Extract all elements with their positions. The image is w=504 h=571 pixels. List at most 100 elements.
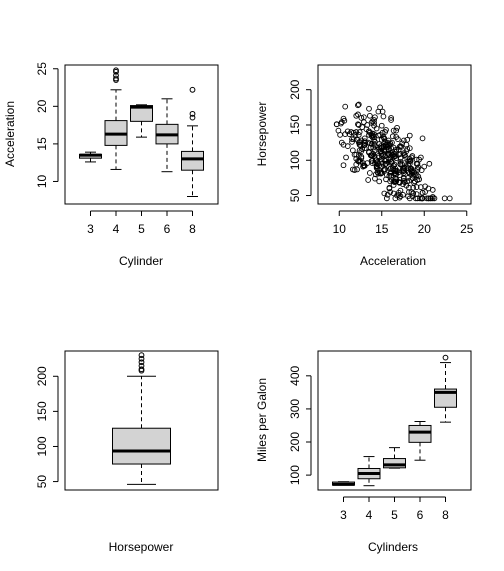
boxplot-marks (332, 354, 457, 487)
scatter-point (384, 191, 391, 198)
scatter-point (377, 104, 383, 111)
x-axis-label: Acceleration (360, 254, 426, 268)
scatter-point (389, 133, 396, 140)
scatter-point (368, 132, 375, 139)
scatter-point (410, 190, 417, 197)
x-axis-label: Cylinder (119, 254, 163, 268)
x-tick-label: 8 (189, 222, 196, 236)
scatter-point (378, 156, 385, 163)
y-axis-label: Horsepower (255, 102, 269, 167)
x-tick-label: 25 (460, 222, 474, 236)
scatter-point (361, 145, 368, 152)
scatter-point (406, 195, 413, 202)
x-tick-label: 10 (333, 222, 347, 236)
x-tick-label: 5 (138, 222, 145, 236)
scatter-point (417, 195, 423, 202)
scatter-point (383, 141, 389, 148)
outlier-point (442, 354, 449, 361)
x-axis: 3 4 5 6 8 (340, 496, 449, 522)
scatter-point (372, 175, 378, 182)
scatter-point (349, 139, 355, 145)
scatter-point (419, 189, 426, 196)
x-tick-label: 3 (87, 222, 94, 236)
scatter-points (333, 101, 453, 202)
scatter-point (355, 139, 362, 146)
scatter-point (389, 139, 395, 146)
box-iqr (408, 424, 432, 443)
y-tick-label: 150 (35, 401, 49, 421)
y-tick-label: 100 (288, 465, 302, 485)
scatter-point (419, 135, 426, 142)
scatter-point (367, 170, 373, 176)
outlier-point (138, 359, 145, 366)
scatter-point (355, 102, 361, 109)
plot-frame (64, 64, 219, 205)
box-4 (104, 67, 128, 170)
y-tick-label: 200 (288, 79, 302, 99)
scatter-point (355, 101, 362, 108)
scatter-point (361, 135, 368, 142)
scatter-point (426, 160, 433, 167)
box-iqr (383, 458, 406, 469)
scatter-point (403, 141, 410, 148)
y-tick-label: 300 (288, 399, 302, 419)
scatter-point (431, 195, 438, 202)
boxplot-marks (112, 352, 171, 485)
scatter-point (355, 121, 361, 128)
box-single (112, 352, 171, 485)
box-6 (408, 420, 432, 461)
y-tick-label: 150 (288, 115, 302, 135)
scatter-point (406, 145, 413, 152)
scatter-point (355, 111, 361, 118)
boxplot-marks (79, 67, 204, 197)
outlier-point (189, 86, 196, 93)
scatter-point (400, 168, 406, 175)
scatter-point (441, 195, 448, 202)
outlier-point (113, 75, 119, 82)
scatter-point (374, 165, 381, 172)
box-6 (155, 98, 179, 173)
outlier-point (138, 362, 145, 369)
scatter-point (368, 152, 375, 159)
scatter-point (382, 139, 389, 145)
box-8 (434, 354, 457, 423)
scatter-point (333, 121, 340, 128)
scatter-point (340, 162, 347, 169)
scatter-point (365, 177, 372, 183)
scatter-point (381, 190, 388, 197)
mpg-by-cylinders-boxplot: 100 200 300 400 3 4 5 6 8 Cylinders Miles per G… (255, 350, 472, 554)
scatter-point (379, 108, 386, 115)
scatter-point (356, 129, 363, 135)
scatter-point (388, 158, 394, 165)
scatter-point (382, 129, 389, 135)
y-axis-label: Acceleration (3, 101, 17, 167)
scatter-point (372, 147, 378, 154)
scatter-point (342, 131, 349, 137)
scatter-point (401, 152, 408, 159)
scatter-point (415, 164, 422, 171)
scatter-point (395, 191, 402, 198)
box-3 (79, 151, 102, 163)
scatter-point (378, 170, 385, 176)
scatter-point (381, 146, 388, 153)
scatter-point (401, 137, 407, 144)
scatter-point (352, 132, 359, 138)
box-5 (383, 447, 406, 469)
scatter-point (386, 185, 393, 192)
box-iqr (130, 105, 153, 122)
scatter-point (380, 134, 387, 140)
scatter-point (389, 152, 396, 159)
scatter-point (397, 161, 404, 168)
box-8 (181, 86, 204, 197)
y-tick-label: 50 (288, 189, 302, 203)
scatter-point (389, 177, 395, 183)
scatter-point (410, 184, 417, 191)
outlier-point (138, 352, 145, 359)
y-axis: 100 200 300 400 (288, 365, 312, 485)
scatter-point (418, 195, 425, 202)
x-tick-label: 5 (391, 508, 398, 522)
scatter-point (363, 126, 370, 133)
y-axis: 50 100 150 200 (35, 366, 59, 488)
scatter-point (361, 139, 368, 146)
box-iqr (181, 150, 204, 171)
